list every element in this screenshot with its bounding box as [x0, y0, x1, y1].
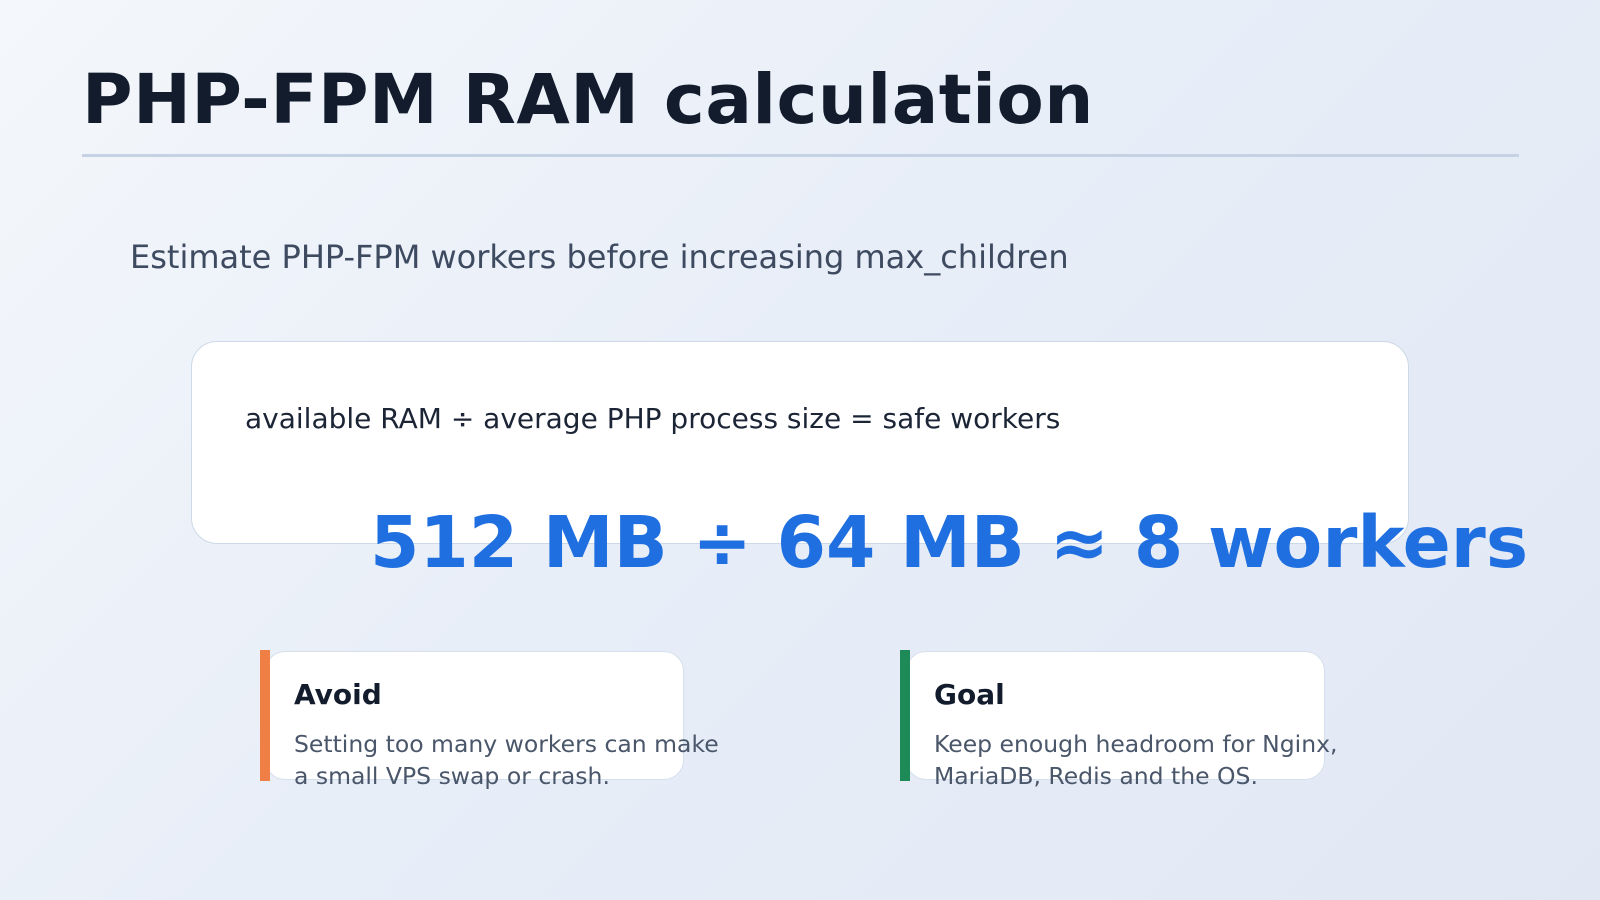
- avoid-card: [265, 651, 684, 780]
- title-divider: [82, 154, 1519, 157]
- result-highlight: 512 MB ÷ 64 MB ≈ 8 workers: [370, 501, 1529, 584]
- avoid-body-line: Setting too many workers can make: [294, 730, 719, 758]
- goal-body: Keep enough headroom for Nginx, MariaDB,…: [934, 728, 1337, 792]
- avoid-body: Setting too many workers can make a smal…: [294, 728, 719, 792]
- goal-card: [906, 651, 1325, 780]
- avoid-accent-bar: [260, 650, 270, 781]
- subtitle: Estimate PHP-FPM workers before increasi…: [130, 238, 1069, 276]
- goal-body-line: Keep enough headroom for Nginx,: [934, 730, 1338, 758]
- formula-text: available RAM ÷ average PHP process size…: [245, 402, 1061, 435]
- formula-card: [191, 341, 1409, 544]
- avoid-heading: Avoid: [294, 678, 382, 711]
- goal-accent-bar: [900, 650, 910, 781]
- goal-heading: Goal: [934, 678, 1005, 711]
- avoid-body-line: a small VPS swap or crash.: [294, 762, 610, 790]
- goal-body-line: MariaDB, Redis and the OS.: [934, 762, 1258, 790]
- page-title: PHP-FPM RAM calculation: [82, 60, 1094, 140]
